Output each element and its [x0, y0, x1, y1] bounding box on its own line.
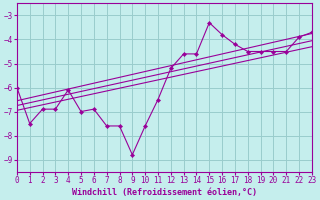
X-axis label: Windchill (Refroidissement éolien,°C): Windchill (Refroidissement éolien,°C) — [72, 188, 257, 197]
